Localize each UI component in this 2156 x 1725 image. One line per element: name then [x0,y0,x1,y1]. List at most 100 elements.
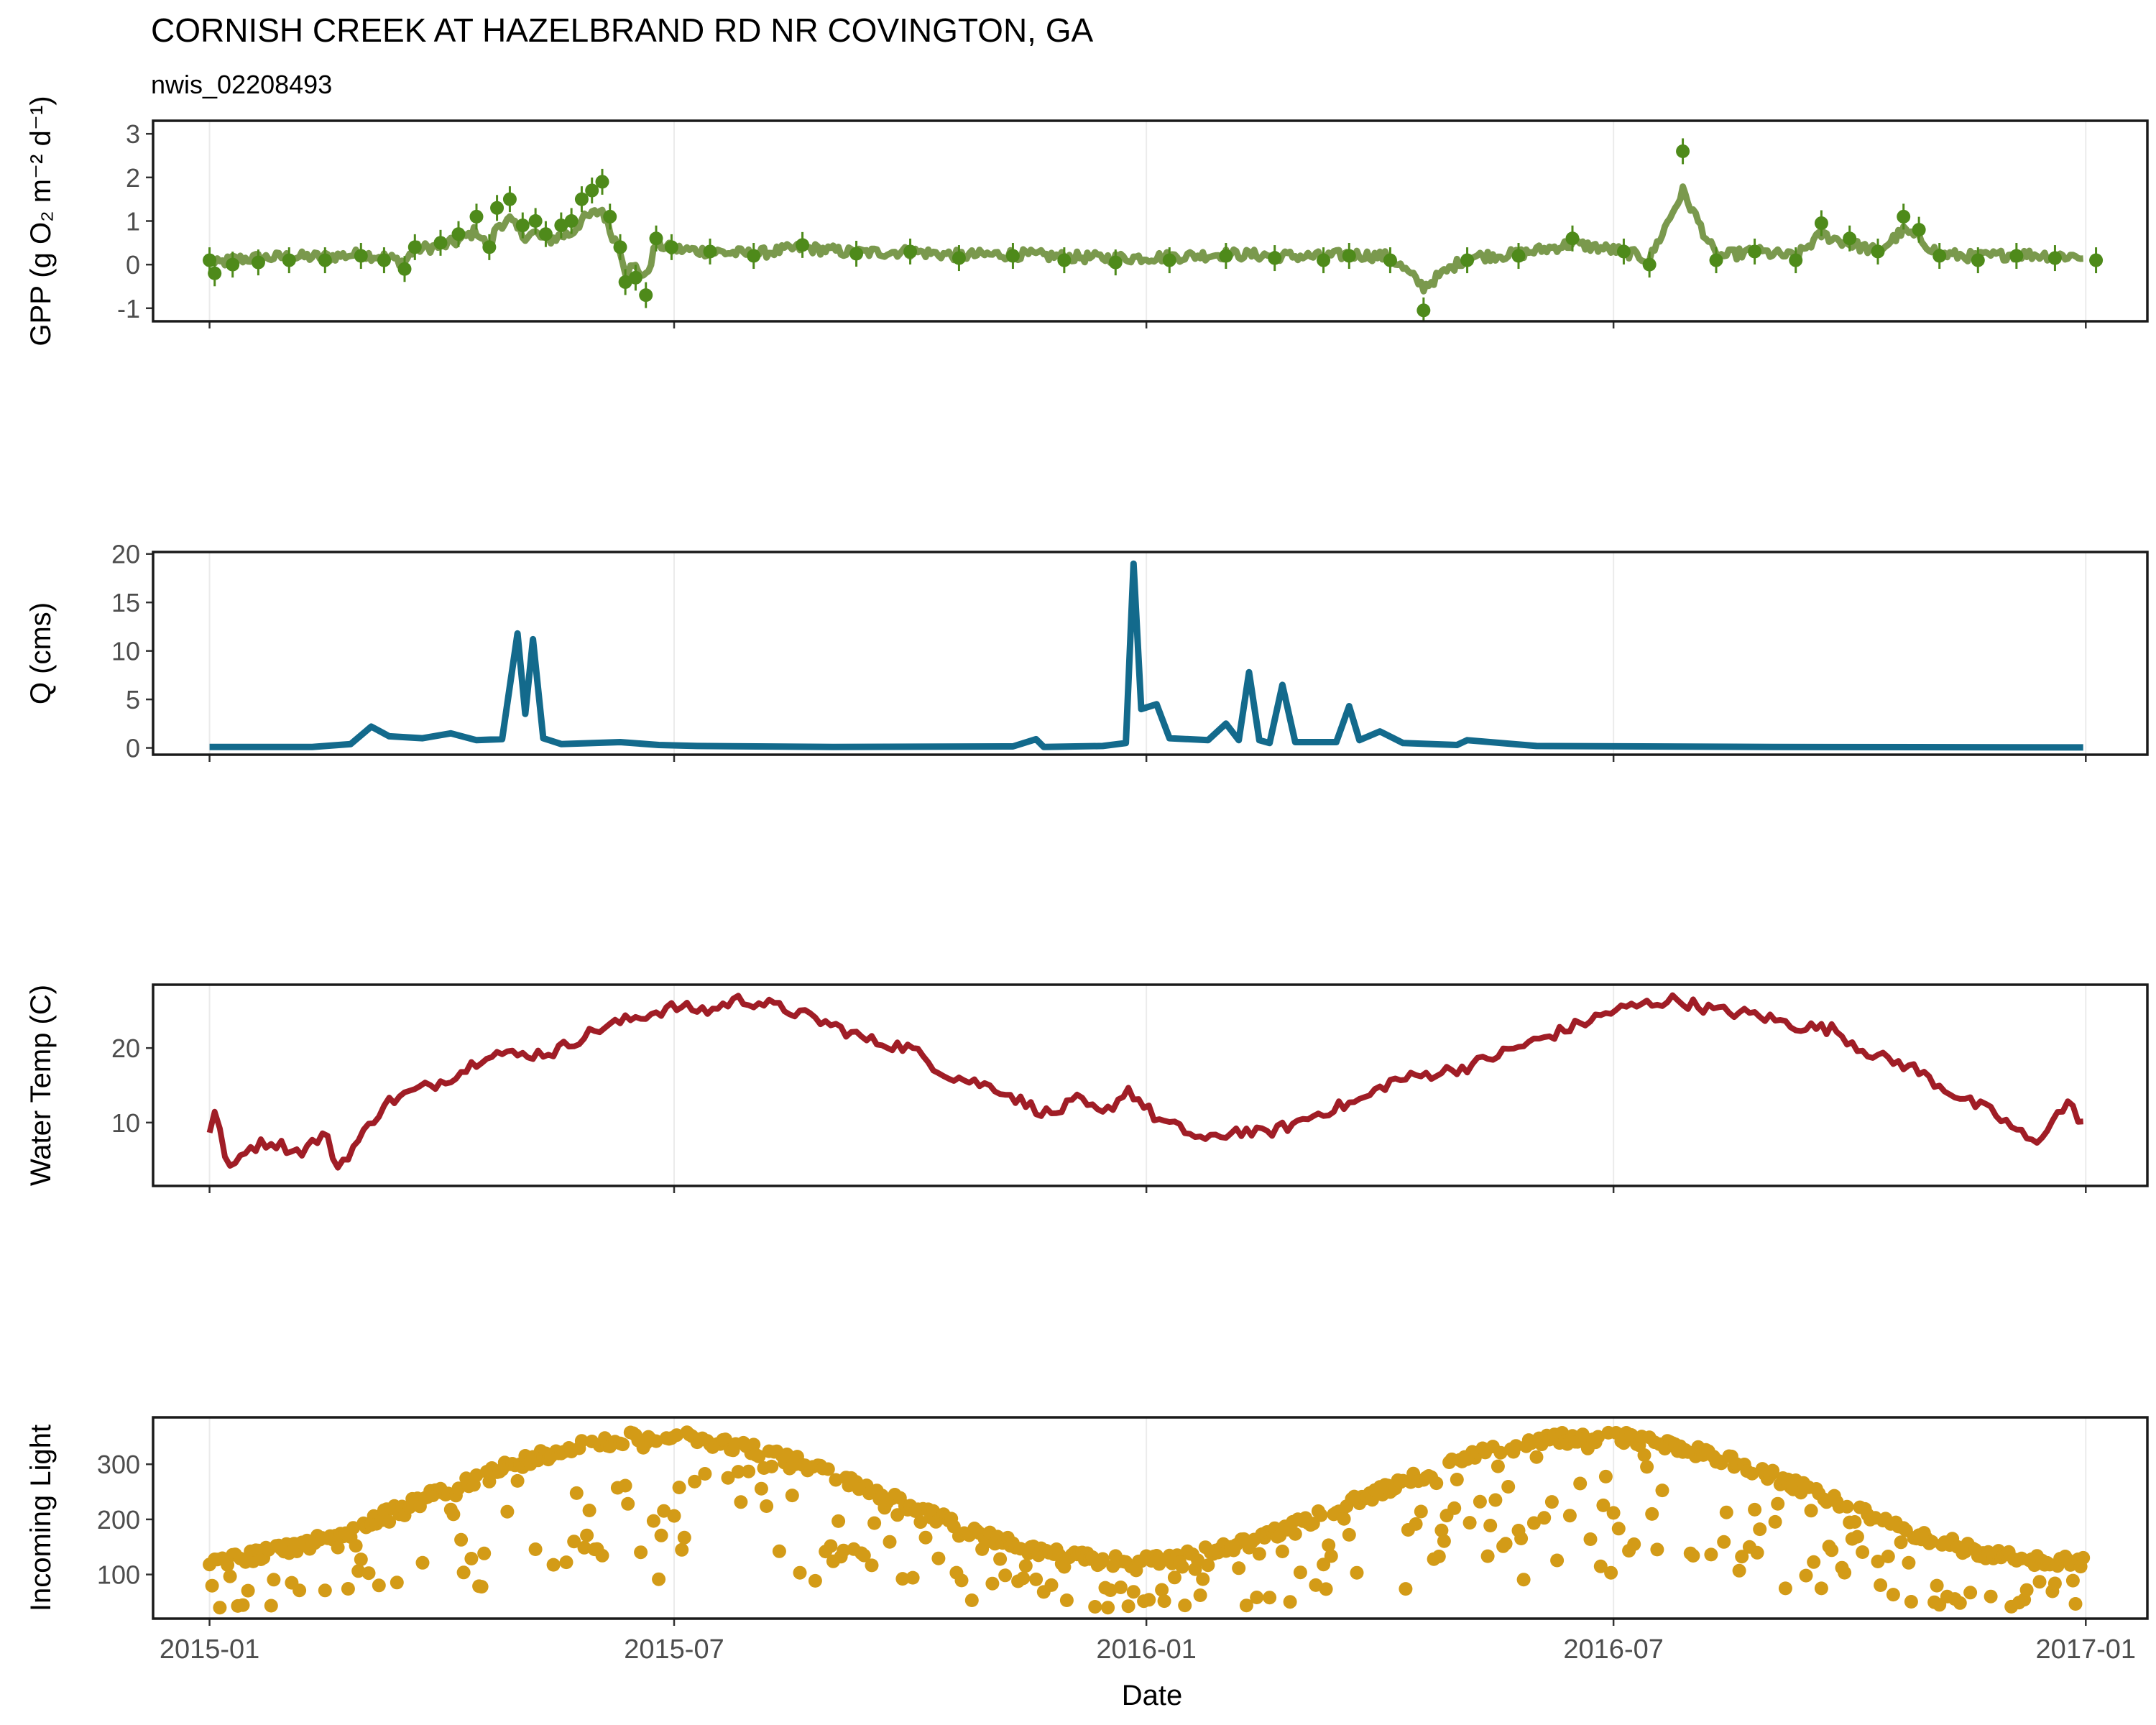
panel-q: 0 5 10 15 20 Q (cms) [25,540,2149,763]
light-point-418 [1275,1545,1289,1558]
light-point-351 [1103,1583,1118,1597]
ytick-label-gpp-2: 1 [126,207,140,236]
light-point-173 [646,1514,660,1528]
light-point-270 [895,1572,910,1586]
light-point-214 [752,1449,766,1463]
ytick-label-q-1: 5 [126,685,140,714]
light-point-694 [1984,1589,1998,1604]
light-point-255 [857,1548,871,1563]
light-point-604 [1753,1522,1767,1537]
light-point-7 [221,1558,235,1572]
light-point-611 [1771,1496,1785,1511]
light-point-498 [1480,1549,1495,1563]
light-point-366 [1142,1593,1156,1607]
light-point-425 [1293,1565,1307,1580]
light-point-310 [998,1568,1013,1583]
xtick-label-4: 2017-01 [2036,1634,2136,1665]
light-point-15 [241,1583,255,1598]
panel-border-gpp [152,119,2149,323]
light-point-265 [883,1535,897,1549]
gpp-point-35 [903,244,918,259]
gpp-point-20 [564,214,579,228]
light-point-297 [964,1593,979,1607]
light-point-120 [510,1473,525,1488]
light-point-566 [1655,1484,1669,1498]
light-point-99 [456,1565,471,1580]
light-point-638 [1840,1499,1854,1514]
light-point-360 [1126,1585,1141,1599]
light-point-109 [482,1474,497,1489]
light-point-183 [672,1481,686,1494]
panel-gpp: -1 0 1 2 3 GPP (g O₂ m⁻² d⁻¹) [25,96,2149,346]
gpp-point-9 [407,240,422,254]
ytick-label-gpp-1: 0 [126,250,140,280]
light-point-25 [267,1573,281,1587]
light-point-641 [1848,1515,1862,1529]
light-point-236 [808,1573,822,1588]
light-point-318 [1018,1559,1033,1573]
gpp-point-17 [528,214,543,228]
light-point-435 [1319,1582,1333,1596]
light-point-509 [1508,1439,1523,1453]
light-point-560 [1640,1460,1654,1474]
light-point-244 [829,1473,843,1487]
light-point-176 [654,1528,668,1542]
gpp-point-3 [251,255,265,270]
light-point-480 [1434,1523,1449,1537]
ylabel-q: Q (cms) [25,602,57,704]
light-point-644 [1856,1545,1870,1559]
light-point-293 [954,1573,969,1588]
gpp-point-14 [490,201,505,215]
light-point-380 [1178,1598,1192,1613]
gpp-point-29 [649,231,663,246]
panel-border-q [152,551,2149,756]
light-point-350 [1101,1601,1115,1615]
light-point-499 [1483,1519,1498,1532]
gpp-point-32 [747,249,761,263]
light-point-227 [785,1489,799,1503]
light-point-185 [677,1530,691,1545]
light-point-730 [2076,1550,2091,1565]
light-point-317 [1016,1571,1031,1586]
gpp-point-4 [282,253,296,267]
xtick-label-1: 2015-07 [624,1634,724,1665]
light-point-442 [1337,1512,1351,1526]
gpp-point-16 [515,218,530,233]
gpp-point-26 [618,275,632,289]
light-point-542 [1593,1559,1608,1573]
light-point-334 [1059,1593,1074,1607]
gpp-point-22 [585,183,599,198]
panel-border-light [152,1416,2149,1620]
ytick-label-q-0: 0 [126,734,140,763]
light-point-258 [865,1558,879,1573]
light-point-659 [1894,1535,1908,1550]
gpp-point-5 [318,253,332,267]
gpp-point-40 [1162,253,1176,267]
light-point-470 [1409,1517,1423,1531]
light-point-57 [349,1539,363,1553]
light-point-212 [747,1438,761,1452]
light-point-662 [1902,1555,1916,1570]
gpp-point-27 [628,270,642,285]
light-point-219 [765,1459,779,1473]
x-axis: 2015-01 2015-07 2016-01 2016-07 2017-01 [160,1634,2136,1665]
light-point-642 [1850,1530,1864,1544]
light-point-656 [1886,1588,1900,1602]
ylabel-gpp: GPP (g O₂ m⁻² d⁻¹) [25,96,57,346]
light-point-726 [2065,1573,2080,1588]
light-point-385 [1191,1553,1205,1568]
light-point-585 [1704,1547,1718,1562]
light-point-358 [1121,1599,1135,1614]
light-point-525 [1550,1553,1565,1568]
light-point-602 [1748,1502,1762,1517]
panel-temp: 10 20 Water Temp (C) [25,983,2149,1193]
gpp-point-12 [469,209,484,224]
light-point-564 [1650,1542,1664,1557]
ytick-label-q-2: 10 [111,637,140,666]
light-point-13 [236,1598,250,1612]
light-point-625 [1807,1555,1821,1569]
light-point-274 [906,1570,920,1585]
panel-border-temp [152,983,2149,1187]
light-point-97 [451,1481,466,1496]
x-axis-label: Date [1122,1680,1183,1711]
